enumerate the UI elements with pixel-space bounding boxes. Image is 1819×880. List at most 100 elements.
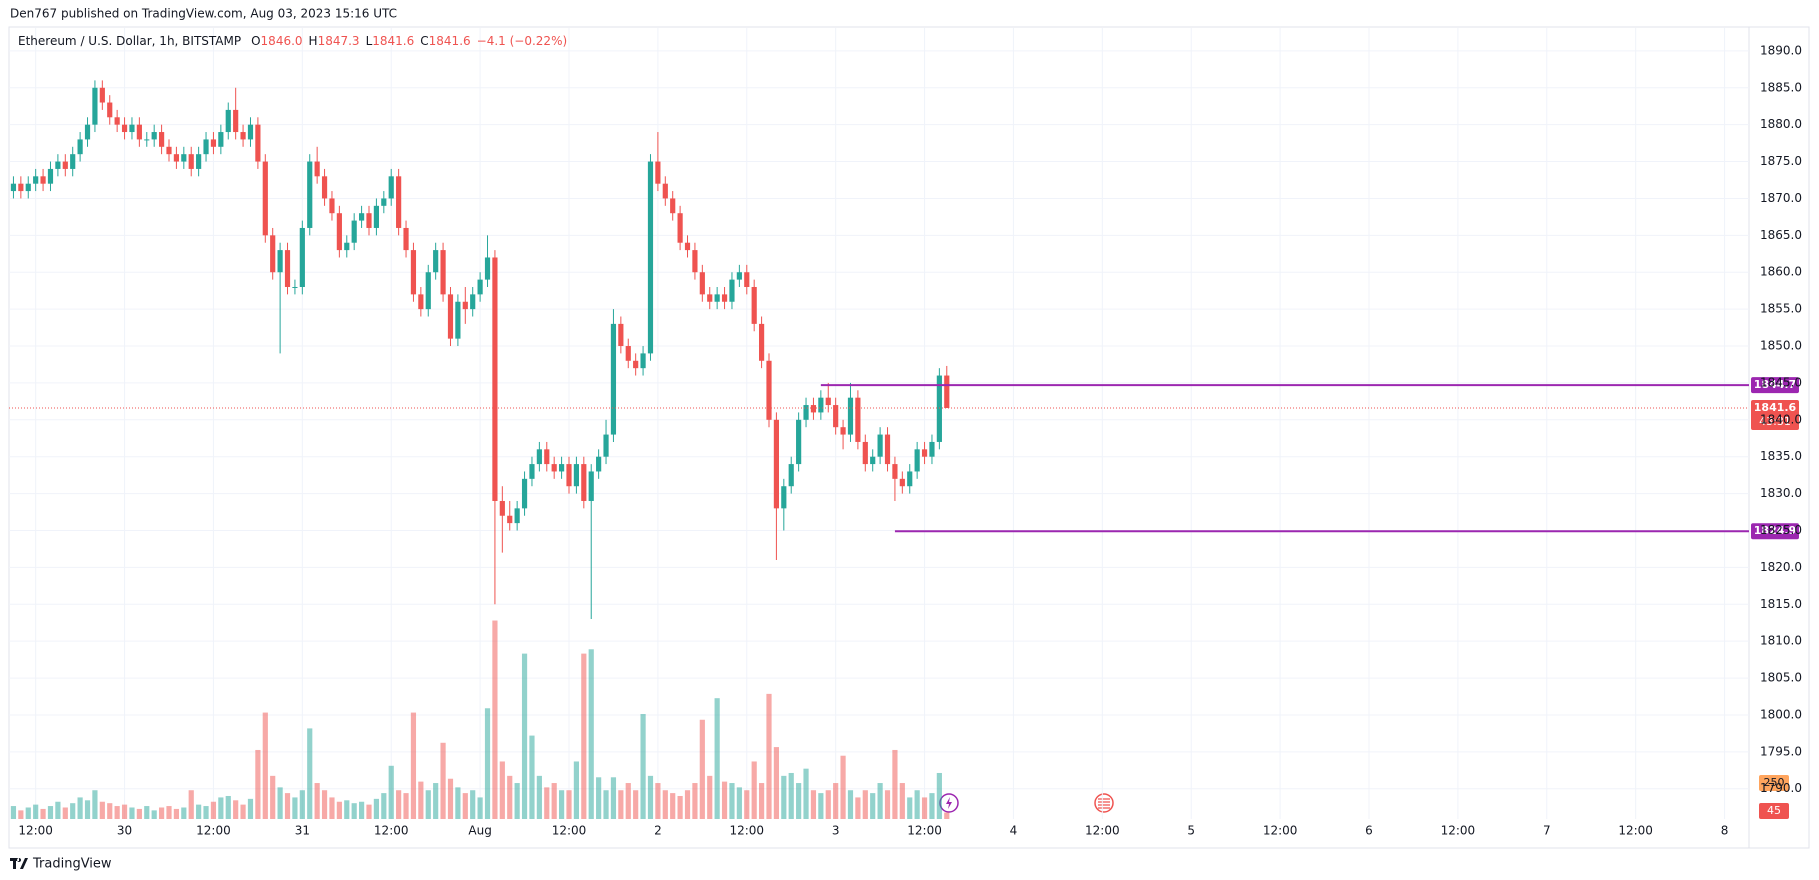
candle-body	[425, 272, 431, 310]
volume-bar	[788, 772, 794, 819]
volume-bar	[855, 797, 861, 819]
volume-bar	[114, 806, 120, 819]
volume-bar	[670, 793, 676, 819]
volume-bar	[914, 790, 920, 819]
y-tick-label: 1875.0	[1760, 154, 1802, 168]
candle-body	[351, 220, 357, 243]
volume-bar	[470, 790, 476, 819]
volume-ma-label: 250	[1764, 776, 1785, 789]
volume-bar	[751, 761, 757, 819]
volume-bar	[121, 804, 128, 819]
candle-body	[581, 464, 587, 501]
volume-bar	[33, 804, 39, 819]
candle-body	[47, 168, 54, 184]
volume-bar	[433, 783, 439, 819]
candle-body	[114, 117, 120, 125]
candle-body	[99, 87, 105, 103]
candle-body	[203, 139, 209, 155]
volume-bar	[803, 768, 809, 819]
volume-bar	[907, 797, 913, 819]
volume-bar	[477, 797, 483, 819]
y-tick-label: 1830.0	[1760, 486, 1802, 500]
candle-body	[455, 301, 461, 339]
header: Den767 published on TradingView.com, Aug…	[10, 7, 397, 21]
candle-body	[188, 154, 194, 169]
volume-bar	[10, 806, 17, 819]
event-icons	[939, 793, 1114, 813]
volume-bar	[729, 783, 735, 819]
volume-bar	[677, 795, 683, 819]
candle-body	[492, 257, 498, 501]
legend-key: C	[420, 34, 428, 48]
candle-body	[181, 154, 187, 162]
volume-bar	[588, 649, 594, 819]
candle-body	[773, 419, 779, 509]
volume-bar	[299, 790, 305, 819]
candle-body	[936, 375, 942, 442]
event-icon-bolt	[946, 797, 952, 809]
y-tick-label: 1815.0	[1760, 597, 1802, 611]
volume-bar	[870, 793, 876, 819]
volume-bar	[492, 620, 498, 819]
volume-bar	[544, 787, 550, 819]
y-tick-label: 1845.0	[1760, 375, 1802, 389]
volume-bar	[618, 790, 624, 819]
volume-bar	[847, 790, 854, 819]
volume-bar	[99, 801, 105, 819]
volume-bars	[10, 620, 950, 819]
volume-bar	[551, 783, 557, 819]
volume-bar	[810, 790, 817, 819]
candle-body	[403, 227, 409, 251]
candle-body	[136, 124, 142, 140]
y-tick-label: 1810.0	[1760, 634, 1802, 648]
candle-body	[477, 279, 483, 295]
x-tick-label: 7	[1543, 824, 1551, 838]
volume-bar	[25, 807, 31, 819]
volume-bar	[240, 804, 246, 819]
volume-bar	[196, 804, 202, 819]
volume-bar	[633, 790, 639, 819]
candle-body	[270, 235, 276, 273]
candle-body	[299, 227, 305, 287]
volume-bar	[225, 795, 231, 819]
candle-body	[744, 272, 750, 287]
volume-bar	[210, 801, 217, 819]
volume-bar	[284, 793, 291, 819]
level-label: 1824.9	[1754, 524, 1796, 537]
legend-key: O	[251, 34, 260, 48]
candle-body	[159, 132, 165, 147]
candle-body	[373, 205, 379, 228]
candle-body	[329, 198, 335, 214]
volume-bar	[262, 712, 268, 819]
volume-bar	[625, 783, 631, 819]
candle-body	[284, 250, 291, 287]
volume-bar	[270, 775, 276, 819]
y-tick-label: 1795.0	[1760, 744, 1802, 758]
last-volume-box	[1759, 803, 1789, 819]
x-tick-label: 12:00	[1263, 824, 1298, 838]
volume-bar	[573, 761, 579, 819]
volume-bar	[351, 803, 357, 819]
candle-body	[255, 124, 261, 162]
candle-body	[173, 154, 179, 162]
volume-bar	[388, 765, 394, 819]
candle-body	[692, 250, 698, 273]
volume-bar	[40, 808, 46, 819]
candle-body	[870, 456, 876, 465]
volume-bar	[499, 761, 505, 819]
event-icon[interactable]	[1094, 793, 1114, 813]
volume-bar	[714, 698, 720, 819]
candle-body	[610, 323, 617, 435]
candle-body	[470, 294, 476, 310]
legend-value: 1847.3	[318, 34, 360, 48]
volume-bar	[188, 790, 194, 819]
candle-body	[210, 139, 217, 147]
volume-bar	[507, 775, 513, 819]
candle-body	[262, 161, 268, 236]
volume-bar	[759, 783, 765, 819]
legend-key: H	[309, 34, 318, 48]
candle-body	[77, 139, 83, 155]
candle-body	[788, 464, 794, 487]
volume-bar	[151, 810, 157, 819]
